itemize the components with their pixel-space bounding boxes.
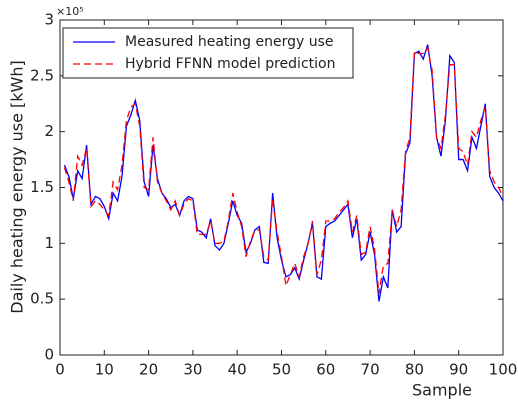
x-tick-label: 70 <box>361 361 380 379</box>
x-tick-label: 60 <box>316 361 335 379</box>
legend-label: Hybrid FFNN model prediction <box>125 56 335 72</box>
x-tick-label: 10 <box>95 361 114 379</box>
x-axis-label: Sample <box>412 381 472 400</box>
y-tick-label: 1.5 <box>30 178 54 196</box>
series-line <box>63 44 504 302</box>
y-tick-label: 0 <box>44 346 54 364</box>
y-tick-label: 1 <box>44 234 54 252</box>
x-tick-label: 30 <box>183 361 202 379</box>
x-tick-label: 90 <box>449 361 468 379</box>
legend-label: Measured heating energy use <box>125 34 334 50</box>
legend-box <box>62 27 354 79</box>
y-tick-label: 2.5 <box>30 66 54 84</box>
series-line <box>63 46 504 294</box>
y-axis-label: Daily heating energy use [kWh] <box>8 60 27 313</box>
x-tick-label: 80 <box>405 361 424 379</box>
y-scale-label: ×10⁵ <box>56 5 84 18</box>
x-tick-label: 20 <box>139 361 158 379</box>
x-tick-label: 40 <box>228 361 247 379</box>
x-tick-label: 100 <box>489 361 518 379</box>
y-tick-label: 0.5 <box>30 290 54 308</box>
x-tick-label: 50 <box>272 361 291 379</box>
y-tick-label: 2 <box>44 122 54 140</box>
y-tick-label: 3 <box>44 11 54 29</box>
x-tick-label: 0 <box>55 361 65 379</box>
